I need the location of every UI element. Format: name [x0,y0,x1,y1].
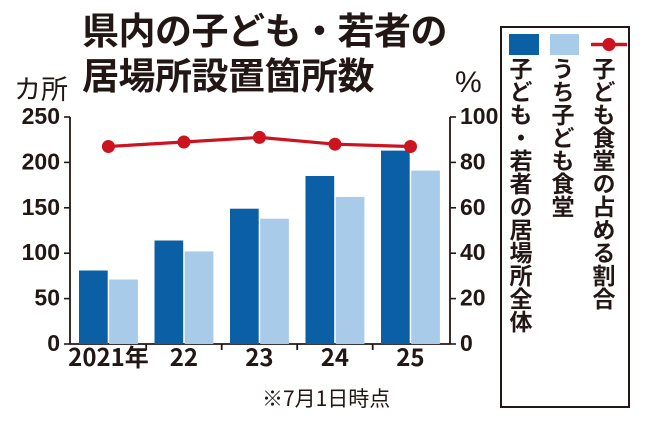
svg-text:40: 40 [460,239,486,265]
svg-text:200: 200 [22,148,60,174]
svg-text:24: 24 [321,338,349,373]
svg-text:100: 100 [460,103,498,129]
svg-text:0: 0 [460,330,473,356]
svg-text:50: 50 [34,285,60,311]
svg-text:60: 60 [460,194,486,220]
svg-text:100: 100 [22,239,60,265]
svg-text:25: 25 [396,338,424,373]
svg-text:0: 0 [47,330,60,356]
svg-text:2021年: 2021年 [68,338,149,373]
svg-text:23: 23 [245,338,273,373]
svg-text:80: 80 [460,148,486,174]
svg-text:22: 22 [170,338,198,373]
svg-text:150: 150 [22,194,60,220]
svg-text:20: 20 [460,285,486,311]
